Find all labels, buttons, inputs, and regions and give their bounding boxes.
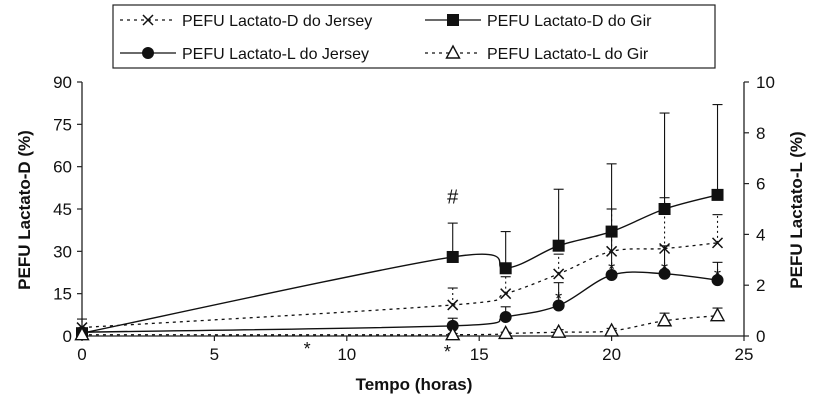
y-left-tick-label: 0 <box>63 327 72 346</box>
legend-item-1: PEFU Lactato-D do Jersey <box>120 13 372 30</box>
asterisk-annotation: * <box>555 289 562 309</box>
data-point <box>499 262 512 275</box>
series-layer <box>74 104 726 341</box>
legend-marker <box>447 14 459 26</box>
asterisk-annotation: * <box>608 260 615 280</box>
data-point <box>658 203 671 215</box>
data-point <box>552 299 565 312</box>
series-1 <box>76 197 724 334</box>
y-right-tick-label: 6 <box>756 175 765 194</box>
x-tick-label: 10 <box>337 345 356 364</box>
x-tick-label: 0 <box>77 345 86 364</box>
data-point <box>553 268 565 280</box>
series-4 <box>74 307 726 341</box>
data-point <box>446 250 459 263</box>
y-axis-left-label: PEFU Lactato-D (%) <box>15 130 34 290</box>
data-point <box>603 322 620 337</box>
data-point <box>656 312 673 327</box>
x-tick-label: 15 <box>470 345 489 364</box>
legend-item-4: PEFU Lactato-L do Gir <box>425 44 649 63</box>
annotations: # * * * * * * <box>304 187 721 362</box>
series-line <box>81 271 718 333</box>
data-point <box>709 307 726 322</box>
asterisk-annotation: * <box>304 339 311 359</box>
y-axis-right-label: PEFU Lactato-L (%) <box>787 131 806 288</box>
y-right-tick-label: 0 <box>756 327 765 346</box>
y-left-tick-label: 45 <box>53 200 72 219</box>
data-point <box>550 323 567 338</box>
legend-marker <box>445 44 461 59</box>
data-point <box>498 324 514 340</box>
data-point <box>447 299 459 311</box>
asterisk-annotation: * <box>444 342 451 362</box>
y-right-tick-label: 4 <box>756 225 765 244</box>
series-line <box>81 315 718 336</box>
y-left-tick-label: 30 <box>53 242 72 261</box>
legend-label: PEFU Lactato-D do Jersey <box>182 13 372 30</box>
data-point <box>74 326 90 341</box>
x-tick-label: 20 <box>602 345 621 364</box>
legend-item-3: PEFU Lactato-L do Jersey <box>120 46 369 63</box>
series-line <box>81 194 718 334</box>
y-right-tick-label: 8 <box>756 124 765 143</box>
x-tick-label: 25 <box>735 345 754 364</box>
data-point <box>711 237 724 249</box>
x-axis-label: Tempo (horas) <box>356 375 473 394</box>
y-left-tick-label: 75 <box>53 115 72 134</box>
data-point <box>605 269 618 282</box>
y-left-tick-label: 60 <box>53 158 72 177</box>
legend-label: PEFU Lactato-L do Jersey <box>182 46 369 63</box>
series-line <box>81 242 718 329</box>
hash-annotation: # <box>447 187 459 209</box>
data-point <box>500 288 512 300</box>
legend-label: PEFU Lactato-L do Gir <box>487 46 649 63</box>
legend: PEFU Lactato-D do Jersey PEFU Lactato-D d… <box>112 4 716 69</box>
y-left-tick-label: 15 <box>53 285 72 304</box>
legend-marker <box>142 47 154 59</box>
data-point <box>446 319 459 332</box>
data-point <box>711 274 724 287</box>
y-right-tick-label: 2 <box>756 276 765 295</box>
legend-label: PEFU Lactato-D do Gir <box>487 13 652 30</box>
asterisk-annotation: * <box>661 260 668 280</box>
y-right-tick-label: 10 <box>756 73 775 92</box>
x-tick-label: 5 <box>210 345 219 364</box>
data-point <box>658 267 671 280</box>
data-point <box>445 326 461 341</box>
legend-item-2: PEFU Lactato-D do Gir <box>425 13 652 30</box>
data-point <box>552 239 565 252</box>
y-left-tick-label: 90 <box>53 73 72 92</box>
legend-marker <box>142 14 154 26</box>
data-point <box>499 310 512 323</box>
legend-box <box>112 4 716 69</box>
series-2 <box>76 104 724 340</box>
series-3 <box>76 233 724 339</box>
asterisk-annotation: * <box>714 266 721 286</box>
data-point <box>711 188 724 201</box>
